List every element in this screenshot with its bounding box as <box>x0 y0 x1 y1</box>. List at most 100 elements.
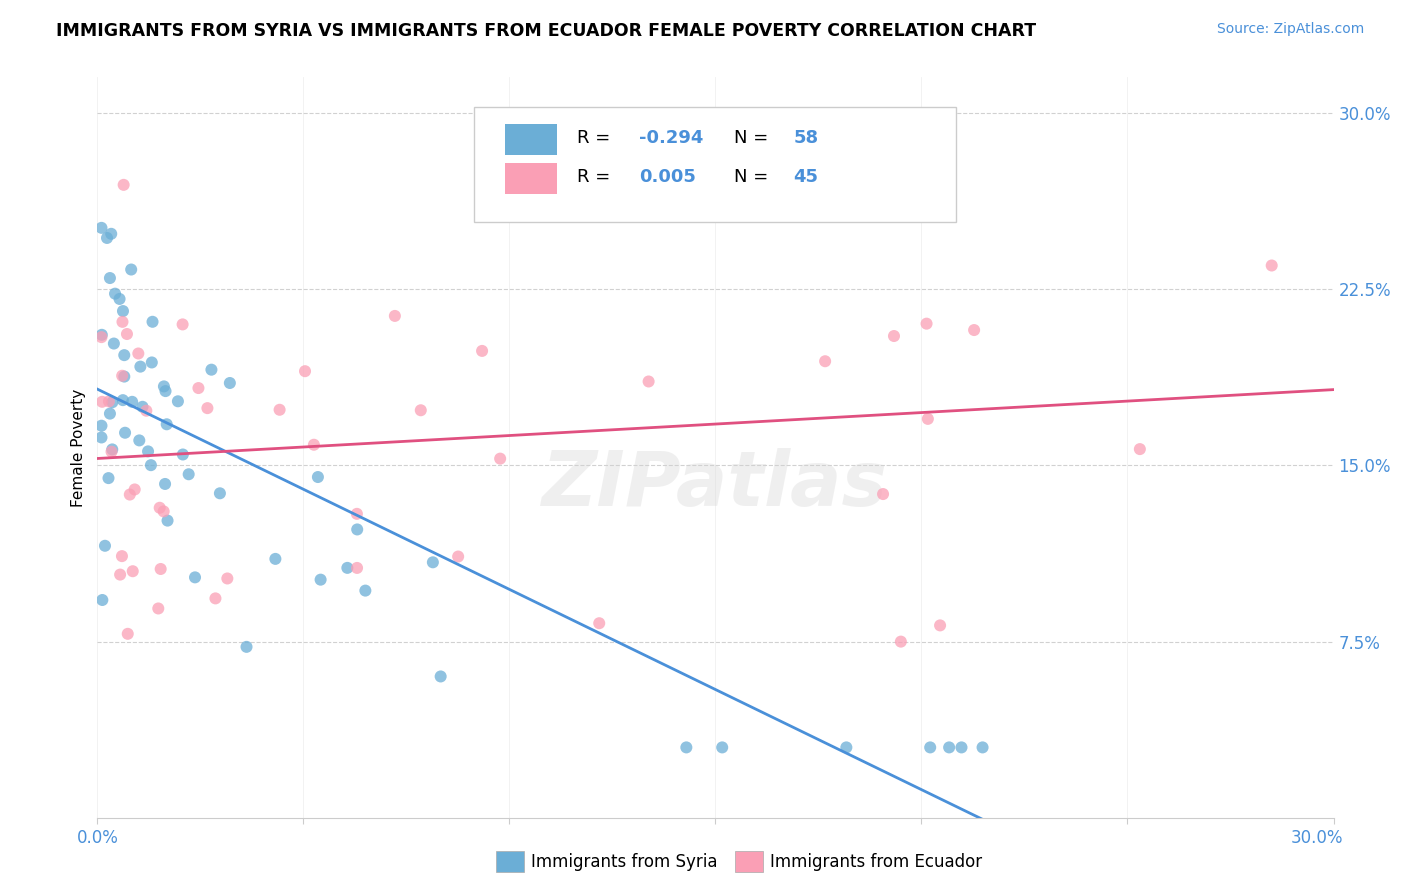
Point <box>152 504 174 518</box>
Point <box>269 402 291 417</box>
Point <box>90 220 112 235</box>
Point <box>197 401 219 416</box>
Text: N =: N = <box>734 169 773 186</box>
Point <box>336 561 359 575</box>
Point <box>111 304 134 318</box>
Point <box>217 572 239 586</box>
Point <box>346 561 368 575</box>
Point <box>167 394 190 409</box>
Point <box>950 740 973 755</box>
Point <box>135 403 157 417</box>
Point <box>172 448 194 462</box>
Point <box>915 317 938 331</box>
Point <box>447 549 470 564</box>
Point <box>938 740 960 755</box>
Text: 45: 45 <box>793 169 818 186</box>
Point <box>129 359 152 374</box>
Point <box>139 458 162 472</box>
Point <box>218 376 240 390</box>
Point <box>100 444 122 458</box>
Point <box>124 483 146 497</box>
Point <box>972 740 994 755</box>
Point <box>103 336 125 351</box>
Text: ZIPatlas: ZIPatlas <box>543 448 889 522</box>
Point <box>489 451 512 466</box>
Point <box>90 430 112 444</box>
Point <box>149 562 172 576</box>
Point <box>112 348 135 362</box>
Point <box>588 616 610 631</box>
Point <box>141 315 163 329</box>
Point <box>149 500 172 515</box>
Text: 30.0%: 30.0% <box>1291 829 1343 847</box>
Point <box>90 418 112 433</box>
Point <box>963 323 986 337</box>
Point <box>294 364 316 378</box>
Point <box>177 467 200 482</box>
Point <box>131 400 153 414</box>
Point <box>156 417 179 432</box>
Point <box>307 470 329 484</box>
Point <box>98 271 121 285</box>
Point <box>111 393 134 408</box>
Point <box>90 327 112 342</box>
FancyBboxPatch shape <box>505 163 557 194</box>
Point <box>141 355 163 369</box>
Point <box>153 477 176 491</box>
Point <box>422 555 444 569</box>
Point <box>346 507 368 521</box>
Text: 0.005: 0.005 <box>638 169 696 186</box>
Point <box>112 178 135 192</box>
Point <box>121 394 143 409</box>
Point <box>890 634 912 648</box>
Point <box>929 618 952 632</box>
Point <box>208 486 231 500</box>
Point <box>917 412 939 426</box>
Point <box>384 309 406 323</box>
Point <box>675 740 697 755</box>
Text: Immigrants from Syria: Immigrants from Syria <box>531 853 718 871</box>
Point <box>187 381 209 395</box>
Point <box>111 315 134 329</box>
Text: -0.294: -0.294 <box>638 129 703 147</box>
Point <box>309 573 332 587</box>
Point <box>128 434 150 448</box>
Point <box>114 425 136 440</box>
FancyBboxPatch shape <box>505 124 557 155</box>
Text: Source: ZipAtlas.com: Source: ZipAtlas.com <box>1216 22 1364 37</box>
Point <box>184 570 207 584</box>
Point <box>97 471 120 485</box>
Point <box>121 564 143 578</box>
Point <box>100 227 122 241</box>
Point <box>409 403 432 417</box>
Point <box>814 354 837 368</box>
Point <box>204 591 226 606</box>
Text: Immigrants from Ecuador: Immigrants from Ecuador <box>770 853 983 871</box>
Point <box>789 152 811 166</box>
Point <box>91 593 114 607</box>
Point <box>127 346 149 360</box>
Text: IMMIGRANTS FROM SYRIA VS IMMIGRANTS FROM ECUADOR FEMALE POVERTY CORRELATION CHAR: IMMIGRANTS FROM SYRIA VS IMMIGRANTS FROM… <box>56 22 1036 40</box>
Point <box>112 369 135 384</box>
Point <box>118 487 141 501</box>
Text: N =: N = <box>734 129 773 147</box>
Point <box>354 583 377 598</box>
Point <box>108 567 131 582</box>
Point <box>117 627 139 641</box>
Point <box>302 438 325 452</box>
Point <box>148 601 170 615</box>
Point <box>136 444 159 458</box>
Point <box>153 379 176 393</box>
Text: 58: 58 <box>793 129 818 147</box>
Point <box>920 740 942 755</box>
Point <box>104 286 127 301</box>
Point <box>155 384 177 398</box>
Point <box>111 549 134 563</box>
Point <box>711 740 734 755</box>
Point <box>872 487 894 501</box>
FancyBboxPatch shape <box>474 107 956 222</box>
Point <box>91 394 114 409</box>
Point <box>172 318 194 332</box>
Point <box>471 343 494 358</box>
Point <box>429 669 451 683</box>
